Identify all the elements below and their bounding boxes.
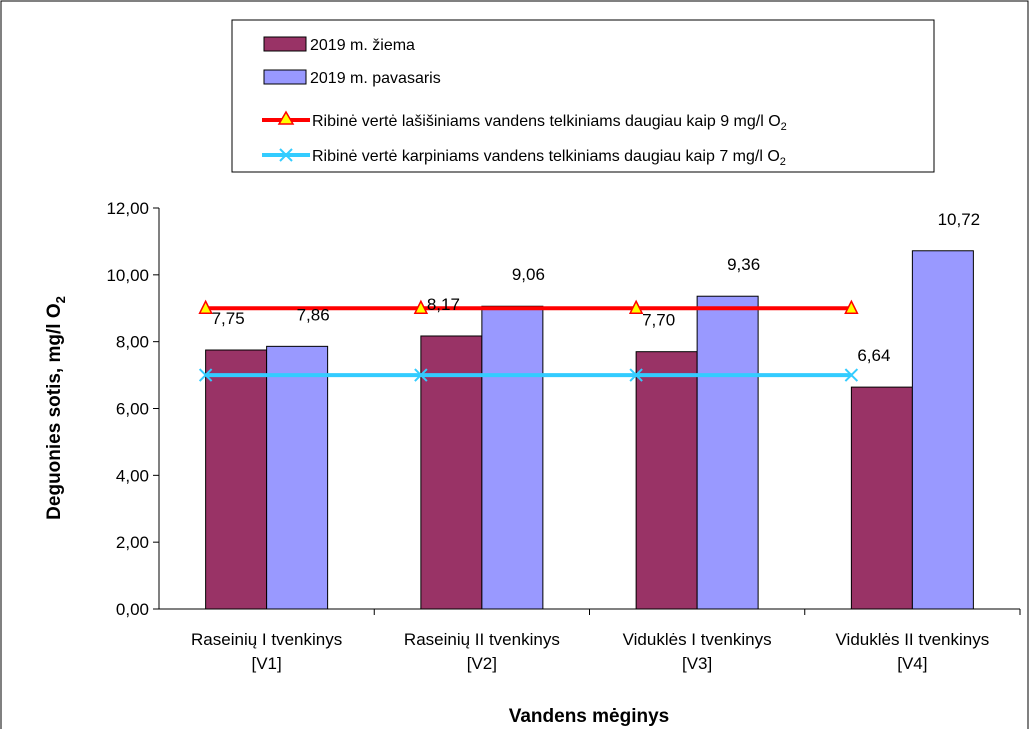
x-tick-label: Raseinių II tvenkinys bbox=[404, 630, 560, 649]
bar bbox=[635, 351, 698, 610]
legend-swatch-spring bbox=[263, 69, 307, 85]
y-axis-title: Deguonies sotis, mg/l O2 bbox=[44, 296, 68, 520]
bar bbox=[850, 386, 913, 610]
data-label: 7,75 bbox=[212, 309, 245, 328]
x-tick-label: [V3] bbox=[682, 654, 712, 673]
bar bbox=[911, 250, 974, 610]
y-tick-label: 4,00 bbox=[116, 466, 149, 485]
line-marker bbox=[844, 368, 859, 382]
x-tick-label: Viduklės I tvenkinys bbox=[623, 630, 772, 649]
legend-label-carp: Ribinė vertė karpiniams vandens telkinia… bbox=[312, 148, 786, 168]
plot-area: 7,75 7,86 8,17 9,06 7,70 9,36 6,64 10,72 bbox=[198, 210, 981, 610]
x-tick-label: Raseinių I tvenkinys bbox=[191, 630, 342, 649]
line-marker bbox=[413, 299, 429, 314]
y-tick-label: 0,00 bbox=[116, 600, 149, 619]
line-marker bbox=[628, 299, 644, 314]
legend-label-spring: 2019 m. pavasaris bbox=[310, 70, 441, 87]
line-marker bbox=[414, 368, 428, 382]
y-tick-label: 2,00 bbox=[116, 533, 149, 552]
bar bbox=[205, 349, 268, 610]
y-axis: 0,00 2,00 4,00 6,00 8,00 10,00 12,00 bbox=[106, 199, 159, 619]
line-marker bbox=[844, 299, 859, 314]
legend-marker-carp bbox=[279, 148, 293, 162]
bar bbox=[266, 345, 329, 610]
y-tick-label: 12,00 bbox=[106, 199, 149, 218]
legend-label-salmon: Ribinė vertė lašišiniams vandens telkini… bbox=[312, 113, 787, 133]
data-label: 6,64 bbox=[857, 346, 890, 365]
data-label: 9,06 bbox=[512, 265, 545, 284]
bar bbox=[696, 295, 759, 610]
data-label: 10,72 bbox=[938, 210, 981, 229]
data-label: 7,86 bbox=[297, 305, 330, 324]
line-marker bbox=[198, 299, 213, 314]
x-tick-label: [V2] bbox=[467, 654, 497, 673]
data-label: 7,70 bbox=[642, 311, 675, 330]
y-tick-label: 6,00 bbox=[116, 400, 149, 419]
data-label: 8,17 bbox=[427, 295, 460, 314]
legend-marker-salmon bbox=[277, 110, 295, 125]
bar bbox=[481, 305, 544, 610]
y-tick-label: 8,00 bbox=[116, 333, 149, 352]
legend-swatch-winter bbox=[263, 36, 307, 52]
x-tick-label: Viduklės II tvenkinys bbox=[836, 630, 990, 649]
legend-box bbox=[231, 19, 935, 173]
bar bbox=[420, 335, 483, 610]
x-tick-label: [V1] bbox=[252, 654, 282, 673]
legend-label-winter: 2019 m. žiema bbox=[310, 37, 415, 54]
line-marker bbox=[629, 368, 643, 382]
y-tick-label: 10,00 bbox=[106, 266, 149, 285]
line-marker bbox=[198, 368, 213, 382]
x-axis-title: Vandens mėginys bbox=[509, 706, 670, 727]
data-label: 9,36 bbox=[727, 255, 760, 274]
legend: 2019 m. žiema 2019 m. pavasaris Ribinė v… bbox=[231, 19, 935, 173]
x-axis-labels: Raseinių I tvenkinys [V1] Raseinių II tven… bbox=[191, 609, 1021, 673]
x-tick-label: [V4] bbox=[897, 654, 927, 673]
